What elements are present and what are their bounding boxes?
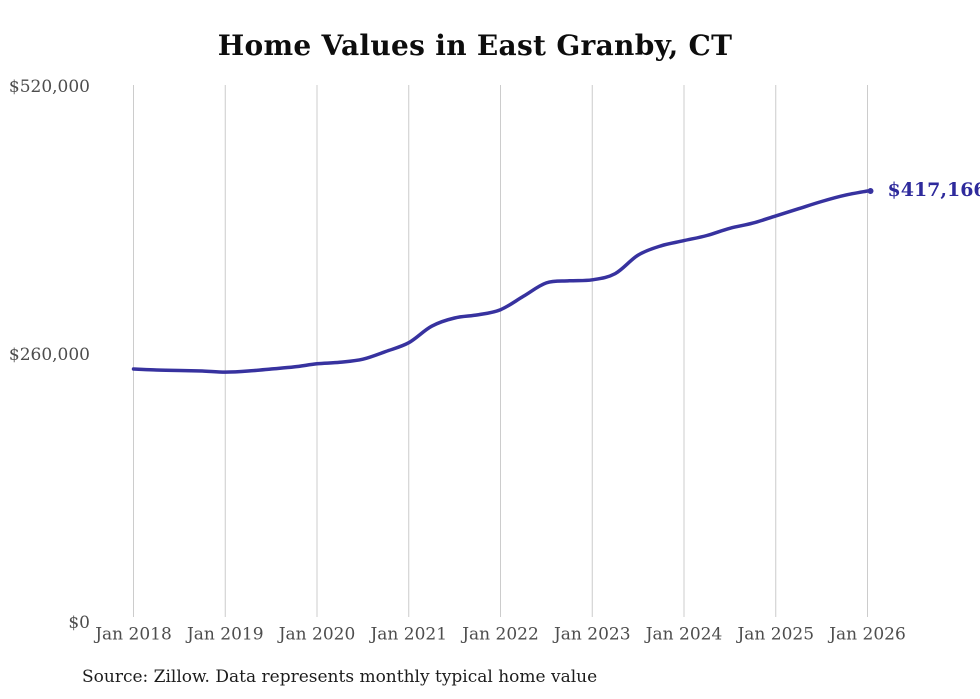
source-note: Source: Zillow. Data represents monthly …: [82, 667, 598, 687]
chart-title: Home Values in East Granby, CT: [217, 29, 733, 62]
x-tick-label: Jan 2024: [644, 625, 723, 645]
x-tick-label: Jan 2018: [93, 625, 172, 645]
x-tick-label: Jan 2020: [277, 625, 356, 645]
x-tick-label: Jan 2023: [552, 625, 631, 645]
home-values-line-chart: Jan 2018 Jan 2019 Jan 2020 Jan 2021 Jan 2022…: [9, 77, 980, 645]
value-line: [131, 189, 870, 374]
y-tick-label: $520,000: [9, 77, 90, 97]
x-tick-label: Jan 2019: [185, 625, 264, 645]
line-end-dot: [867, 187, 874, 194]
current-value-label: $417,166: [888, 179, 980, 201]
x-tick-label: Jan 2026: [827, 625, 906, 645]
x-tick-label: Jan 2025: [735, 625, 814, 645]
y-tick-label: $260,000: [9, 345, 90, 365]
y-tick-label: $0: [68, 613, 90, 633]
x-tick-label: Jan 2022: [460, 625, 539, 645]
x-tick-label: Jan 2021: [368, 625, 447, 645]
